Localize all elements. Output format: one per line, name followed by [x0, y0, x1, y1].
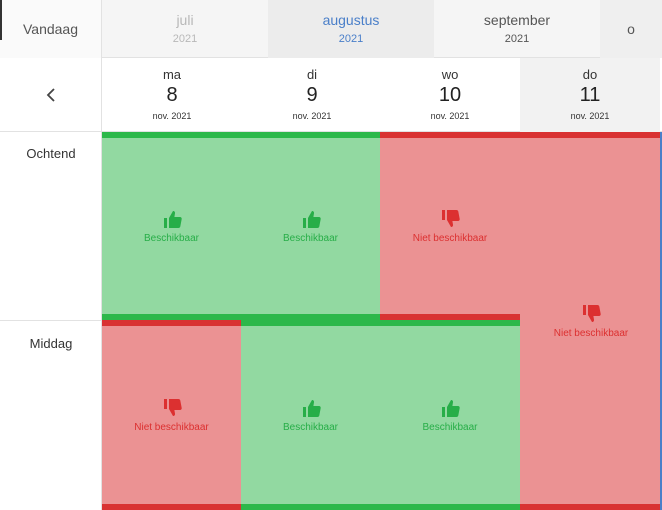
day-header-row: ma 8 nov. 2021 di 9 nov. 2021 wo 10 nov.… [0, 58, 662, 132]
month-name: augustus [322, 12, 380, 28]
month-year: 2021 [338, 33, 364, 45]
month-july[interactable]: juli 2021 [102, 0, 268, 58]
availability-label: Niet beschikbaar [553, 327, 629, 339]
thumbs-down-icon [163, 398, 182, 416]
status-bar-bottom [380, 314, 520, 320]
slot-label-morning: Ochtend [26, 146, 76, 161]
month-name: o [627, 21, 635, 37]
day-header: wo 10 nov. 2021 [380, 58, 520, 132]
availability-cell-morning-0[interactable]: Beschikbaar [102, 132, 241, 320]
day-number: 11 [579, 84, 601, 106]
status-bar-bottom [241, 504, 380, 510]
thumbs-down-icon [442, 209, 460, 227]
status-bar-bottom [520, 504, 662, 510]
day-month: nov. 2021 [292, 111, 332, 121]
availability-cell-afternoon-2[interactable]: Beschikbaar [380, 320, 520, 510]
status-bar-top [241, 132, 380, 138]
day-number: 10 [438, 84, 462, 106]
month-september[interactable]: september 2021 [434, 0, 600, 58]
scroll-edge-indicator [660, 132, 662, 510]
day-month: nov. 2021 [570, 111, 610, 121]
thumbs-down-icon [583, 304, 601, 322]
status-bar-top [380, 132, 520, 138]
day-month: nov. 2021 [430, 111, 470, 121]
time-slot-labels: Ochtend Middag [0, 132, 102, 510]
today-button[interactable]: Vandaag [0, 0, 102, 58]
weekday: wo [441, 67, 459, 82]
availability-cell-morning-2[interactable]: Niet beschikbaar [380, 132, 520, 320]
month-year: 2021 [504, 33, 530, 45]
month-august[interactable]: augustus 2021 [268, 0, 434, 58]
status-bar-top [380, 320, 520, 326]
availability-cell-afternoon-0[interactable]: Niet beschikbaar [102, 320, 241, 510]
status-bar-top [102, 132, 241, 138]
weekday: ma [162, 67, 182, 82]
month-name: juli [176, 12, 194, 28]
slot-divider [0, 320, 102, 321]
thumbs-up-icon [163, 210, 182, 228]
thumbs-up-icon [302, 210, 321, 228]
previous-week-button[interactable] [0, 58, 102, 132]
status-bar-top [520, 132, 662, 138]
status-bar-bottom [102, 504, 241, 510]
availability-cell-morning-1[interactable]: Beschikbaar [241, 132, 380, 320]
slot-label-afternoon: Middag [29, 336, 73, 351]
availability-cell-afternoon-1[interactable]: Beschikbaar [241, 320, 380, 510]
thumbs-up-icon [302, 399, 321, 417]
availability-label: Beschikbaar [282, 232, 339, 244]
thumbs-up-icon [442, 399, 460, 417]
status-bar-bottom [241, 314, 380, 320]
availability-label: Beschikbaar [422, 421, 478, 433]
weekday: di [306, 67, 318, 82]
day-number: 8 [166, 84, 178, 106]
availability-label: Beschikbaar [282, 421, 339, 433]
availability-label: Niet beschikbaar [412, 232, 488, 244]
status-bar-top [241, 320, 380, 326]
weekday: do [582, 67, 598, 82]
status-bar-bottom [380, 504, 520, 510]
availability-label: Niet beschikbaar [134, 421, 209, 433]
availability-cell-merged-3[interactable]: Niet beschikbaar [520, 132, 662, 510]
month-october[interactable]: o [600, 0, 662, 58]
status-bar-top [102, 320, 241, 326]
day-header: di 9 nov. 2021 [242, 58, 382, 132]
day-month: nov. 2021 [152, 111, 192, 121]
month-name: september [483, 12, 551, 28]
month-navigation-bar: Vandaag juli 2021 augustus 2021 septembe… [0, 0, 662, 58]
day-number: 9 [306, 84, 318, 106]
day-header: ma 8 nov. 2021 [102, 58, 242, 132]
availability-label: Beschikbaar [143, 232, 200, 244]
month-year: 2021 [172, 33, 198, 45]
day-header: do 11 nov. 2021 [520, 58, 660, 132]
chevron-left-icon [46, 88, 55, 102]
status-bar-bottom [102, 314, 241, 320]
